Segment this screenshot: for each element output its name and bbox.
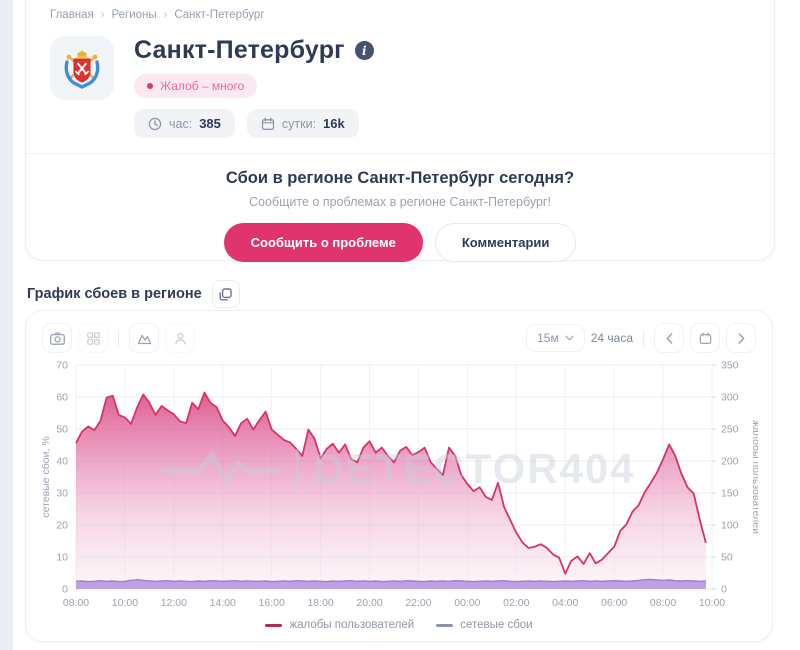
badge-dot-icon xyxy=(147,83,153,89)
breadcrumb-separator: › xyxy=(100,9,105,21)
report-subheading: Сообщите о проблемах в регионе Санкт-Пет… xyxy=(249,195,551,209)
svg-text:50: 50 xyxy=(721,552,733,564)
chevron-left-icon xyxy=(665,332,672,344)
stat-hour-value: 385 xyxy=(199,116,221,131)
svg-text:10: 10 xyxy=(56,552,68,564)
svg-text:20:00: 20:00 xyxy=(356,597,382,609)
legend-label-network: сетевые сбои xyxy=(460,619,533,631)
chart-section-title: График сбоев в регионе xyxy=(27,286,202,302)
svg-text:16:00: 16:00 xyxy=(259,597,285,609)
stat-day-label: сутки: xyxy=(281,116,317,131)
svg-text:30: 30 xyxy=(56,488,68,500)
person-icon xyxy=(174,332,186,344)
svg-text:300: 300 xyxy=(721,392,739,404)
legend-label-complaints: жалобы пользователей xyxy=(289,619,415,631)
report-problem-button[interactable]: Сообщить о проблеме xyxy=(223,223,423,262)
stat-day: сутки: 16k xyxy=(246,109,359,138)
svg-text:10:00: 10:00 xyxy=(699,597,725,609)
chart-legend: жалобы пользователей сетевые сбои xyxy=(42,619,756,631)
chevron-down-icon xyxy=(565,335,574,341)
calendar-icon xyxy=(261,117,275,130)
user-reports-button[interactable] xyxy=(165,323,195,353)
svg-text:20: 20 xyxy=(56,520,68,532)
svg-text:жалобы пользователей: жалобы пользователей xyxy=(750,420,758,534)
chevron-right-icon xyxy=(738,332,745,344)
next-period-button[interactable] xyxy=(726,323,756,353)
camera-icon xyxy=(49,331,65,345)
date-picker-button[interactable] xyxy=(690,323,720,353)
svg-text:04:00: 04:00 xyxy=(552,597,578,609)
svg-text:0: 0 xyxy=(721,584,727,596)
region-coat-of-arms xyxy=(50,36,114,100)
area-chart-icon xyxy=(137,334,151,344)
svg-text:100: 100 xyxy=(721,520,739,532)
svg-text:0: 0 xyxy=(62,584,68,596)
breadcrumb-current: Санкт-Петербург xyxy=(174,9,265,21)
svg-text:40: 40 xyxy=(56,456,68,468)
outages-chart-svg[interactable]: 0 10 20 30 40 50 60 70 0 50 100 150 200 250 300 350 08:0… xyxy=(40,359,762,613)
range-24h-button[interactable]: 24 часа xyxy=(590,331,633,345)
svg-text:22:00: 22:00 xyxy=(405,597,431,609)
svg-text:сетевые сбои, %: сетевые сбои, % xyxy=(42,436,52,517)
svg-text:50: 50 xyxy=(56,424,68,436)
snapshot-button[interactable] xyxy=(42,323,72,353)
clock-icon xyxy=(148,117,162,130)
status-badge: Жалоб – много xyxy=(134,74,258,98)
svg-text:08:00: 08:00 xyxy=(650,597,676,609)
outages-chart[interactable]: 0 10 20 30 40 50 60 70 0 50 100 150 200 250 300 350 08:0… xyxy=(40,359,762,618)
svg-text:200: 200 xyxy=(721,456,739,468)
svg-text:10:00: 10:00 xyxy=(112,597,138,609)
region-card: Главная › Регионы › Санкт-Петербург xyxy=(25,0,775,262)
svg-text:350: 350 xyxy=(721,360,739,372)
svg-text:60: 60 xyxy=(56,392,68,404)
spb-coat-of-arms-icon xyxy=(64,50,100,89)
toolbar-separator xyxy=(118,330,119,346)
svg-text:06:00: 06:00 xyxy=(601,597,627,609)
stat-hour-label: час: xyxy=(169,116,193,131)
interval-select-value: 15м xyxy=(537,331,559,345)
legend-swatch-network xyxy=(436,623,454,627)
grid-view-button[interactable] xyxy=(78,323,108,353)
toolbar-separator xyxy=(643,330,644,346)
svg-text:12:00: 12:00 xyxy=(161,597,187,609)
svg-text:150: 150 xyxy=(721,488,739,500)
svg-text:250: 250 xyxy=(721,424,739,436)
info-icon[interactable]: i xyxy=(354,41,374,60)
svg-text:18:00: 18:00 xyxy=(307,597,333,609)
stat-day-value: 16k xyxy=(323,116,345,131)
calendar-icon xyxy=(699,332,711,344)
comments-button[interactable]: Комментарии xyxy=(434,223,577,262)
svg-text:14:00: 14:00 xyxy=(210,597,236,609)
svg-text:70: 70 xyxy=(56,360,68,372)
page-title: Санкт-Петербург xyxy=(134,36,345,64)
grid-icon xyxy=(86,331,100,345)
status-badge-label: Жалоб – много xyxy=(160,79,245,93)
svg-text:08:00: 08:00 xyxy=(63,597,89,609)
legend-swatch-complaints xyxy=(265,623,283,627)
legend-item-complaints[interactable]: жалобы пользователей xyxy=(265,619,414,631)
interval-select[interactable]: 15м xyxy=(526,324,585,352)
page-left-gutter xyxy=(0,0,13,650)
chart-card: 15м 24 часа xyxy=(25,310,773,642)
breadcrumb-separator: › xyxy=(163,9,168,21)
svg-text:02:00: 02:00 xyxy=(503,597,529,609)
report-heading: Сбои в регионе Санкт-Петербург сегодня? xyxy=(225,169,575,187)
breadcrumb: Главная › Регионы › Санкт-Петербург xyxy=(50,9,750,21)
prev-period-button[interactable] xyxy=(654,323,684,353)
stat-hour: час: 385 xyxy=(134,109,235,138)
legend-item-network[interactable]: сетевые сбои xyxy=(436,619,533,631)
svg-text:00:00: 00:00 xyxy=(454,597,480,609)
card-divider xyxy=(26,153,774,154)
breadcrumb-home[interactable]: Главная xyxy=(50,9,94,21)
copy-icon xyxy=(219,287,232,300)
area-chart-button[interactable] xyxy=(129,323,159,353)
breadcrumb-regions[interactable]: Регионы xyxy=(111,9,157,21)
copy-chart-button[interactable] xyxy=(211,280,240,308)
